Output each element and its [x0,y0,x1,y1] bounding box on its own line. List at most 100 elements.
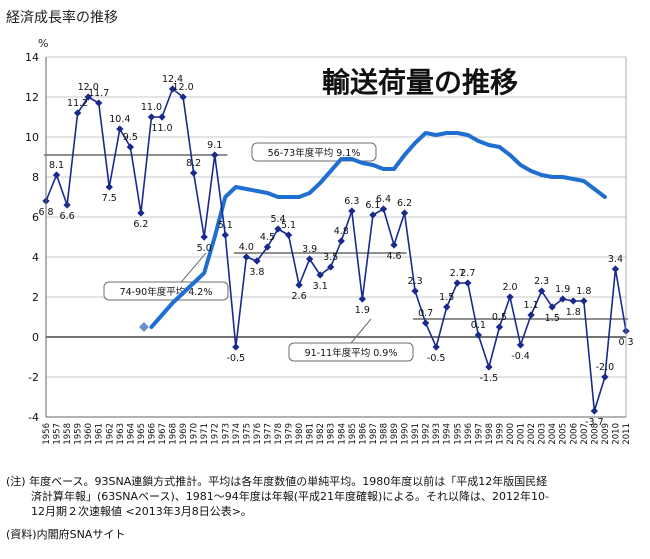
growth-point [590,407,599,415]
data-label: 7.5 [102,193,117,204]
growth-point [432,343,440,351]
x-tick-label: 1977 [263,423,273,445]
x-tick-label: 2009 [601,423,611,445]
data-label: 2.3 [408,276,423,287]
data-label: 1.8 [576,286,591,297]
data-label: -0.4 [511,351,530,362]
x-tick-label: 1972 [211,423,221,445]
growth-point [242,253,251,261]
x-tick-label: 1963 [116,423,126,445]
data-label: 5.1 [218,220,233,231]
data-label: 11.0 [151,123,172,134]
growth-point [284,231,293,239]
growth-point [189,169,198,177]
x-tick-label: 2005 [559,423,569,445]
growth-point [569,297,577,305]
data-label: 0.1 [471,320,486,331]
growth-point [411,287,419,295]
data-label: 3.8 [249,267,264,278]
y-tick-label: 0 [32,331,39,344]
data-label: 6.4 [376,194,391,205]
growth-point [400,209,409,217]
y-tick-label: -2 [28,371,39,384]
growth-point [474,331,483,339]
x-tick-label: 1961 [95,423,105,445]
x-tick-label: 1991 [411,423,421,445]
data-label: 6.6 [60,211,75,222]
data-label: 2.6 [292,291,307,302]
x-tick-label: 1985 [348,423,358,445]
x-tick-label: 2007 [580,423,590,445]
growth-point [506,293,514,301]
x-tick-label: 2010 [611,423,621,445]
growth-point [358,295,367,303]
data-label: 3.1 [313,281,328,292]
source-note: (資料)内閣府SNAサイト [6,528,126,541]
x-tick-label: 1967 [158,423,168,445]
data-label: 11.7 [88,88,109,99]
x-tick-label: 1957 [53,423,63,445]
growth-point [95,99,103,107]
growth-point [137,209,145,217]
data-label: 12.0 [173,82,194,93]
x-tick-label: 1969 [179,423,189,445]
x-tick-label: 1997 [474,423,484,445]
x-tick-label: 1966 [147,423,157,445]
growth-point [464,279,472,287]
data-label: 1.9 [555,284,570,295]
y-tick-label: 2 [32,291,39,304]
footnote-line-3: 12月期２次速報値 <2013年3月8日公表>。 [31,505,252,518]
footnote-line-1: (注) 年度ベース。93SNA連鎖方式推計。平均は各年度数値の単純平均。1980… [6,475,548,488]
y-tick-label: 6 [32,211,39,224]
series-layer [42,85,630,415]
growth-point [253,257,261,265]
data-label: 9.1 [207,140,222,151]
cargo-start-marker [139,322,149,332]
growth-point [453,279,461,287]
data-label: 8.2 [186,158,201,169]
x-tick-label: 1999 [495,423,505,445]
x-tick-label: 2004 [548,423,558,445]
growth-point [63,201,71,209]
data-label: 5.1 [281,220,296,231]
x-tick-label: 1990 [401,423,411,445]
x-tick-label: 1992 [422,423,432,445]
data-label: -0.5 [227,353,246,364]
growth-point [495,323,504,331]
data-label: 3.4 [608,254,623,265]
data-label: 8.1 [49,160,64,171]
x-tick-label: 1996 [464,423,474,445]
data-label: 4.5 [260,232,275,243]
growth-point [200,233,208,241]
data-label: 2.7 [460,268,475,279]
cargo-line [149,131,607,329]
data-label: -3.7 [585,417,604,428]
x-tick-label: 1956 [42,423,52,445]
growth-point [295,281,303,289]
x-tick-label: 1979 [285,423,295,445]
data-label: 1.9 [355,305,370,316]
data-label: -2.0 [596,362,615,373]
data-label: 3.5 [323,252,338,263]
data-label: 6.2 [133,219,148,230]
growth-point [443,303,451,311]
callout-box [251,142,377,162]
growth-point [390,241,398,249]
x-tick-label: 1984 [337,423,347,445]
data-label: 1.8 [566,307,581,318]
data-label: 6.2 [397,198,412,209]
growth-point [421,319,430,327]
x-tick-label: 2002 [527,423,537,445]
x-tick-label: 2003 [538,423,548,445]
x-tick-label: 2008 [590,423,600,445]
growth-point [516,341,525,349]
average-label: 74-90年度平均 4.2% [120,286,213,298]
x-tick-label: 1962 [105,423,115,445]
growth-point [379,205,388,213]
x-tick-label: 1971 [200,423,210,445]
growth-point [305,255,314,263]
data-label: 0.7 [418,308,433,319]
data-label: 6.3 [344,196,359,207]
x-tick-label: 1965 [137,423,147,445]
